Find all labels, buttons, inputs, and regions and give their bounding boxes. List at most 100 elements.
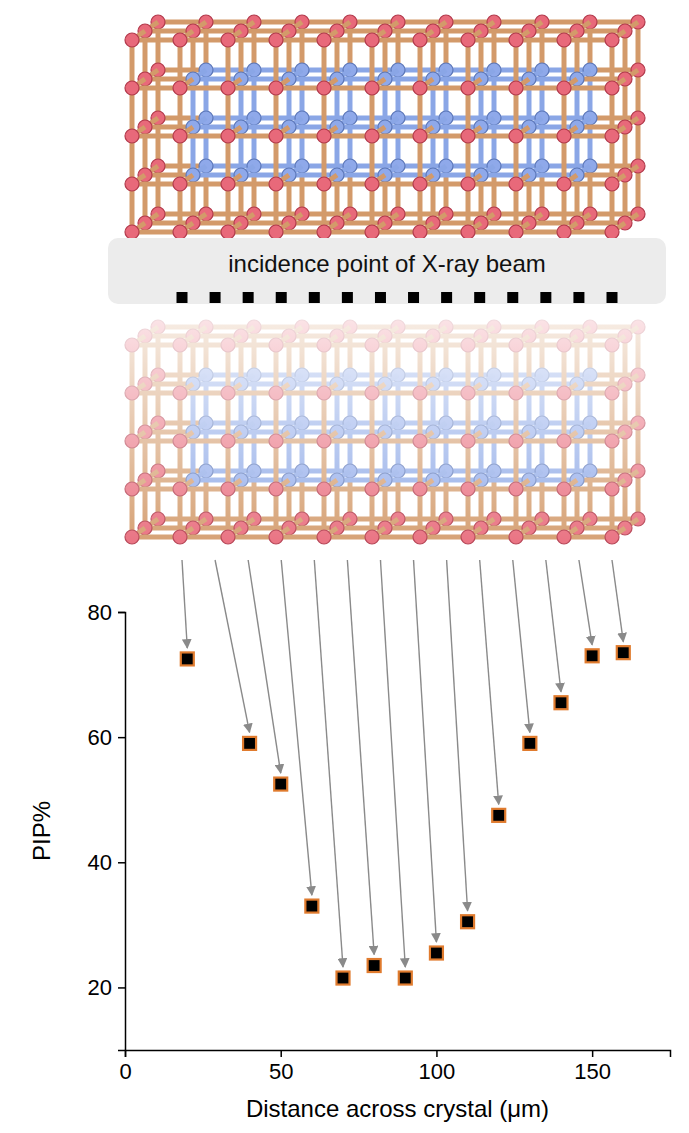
lattice-atom [221, 81, 235, 95]
arrow [347, 560, 374, 955]
lattice-atom [461, 129, 475, 143]
beam-point [573, 292, 584, 303]
figure: incidence point of X-ray beam20406080050… [0, 0, 689, 1133]
lattice-atom [413, 177, 427, 191]
tick-label: 60 [88, 725, 112, 750]
tick-mark [118, 612, 125, 614]
point [617, 646, 630, 659]
lattice-atom [461, 225, 475, 239]
lattice-atom [269, 33, 283, 47]
lattice-atom [317, 33, 331, 47]
tick: 20 [88, 975, 125, 1000]
beam-point [210, 292, 221, 303]
beam-points [177, 292, 618, 303]
beam-point [375, 292, 386, 303]
arrow [380, 560, 405, 967]
lattice-atom [221, 33, 235, 47]
beam-point [177, 292, 188, 303]
point [523, 737, 536, 750]
point [181, 652, 194, 665]
tick-mark [118, 987, 125, 989]
lattice-atom [413, 33, 427, 47]
axis-line [126, 1051, 671, 1058]
tick-label: 0 [119, 1059, 131, 1084]
arrows [182, 560, 623, 967]
point [368, 959, 381, 972]
lattice-atom [557, 81, 571, 95]
beam-point [276, 292, 287, 303]
lattice-atom [365, 81, 379, 95]
tick: 40 [88, 850, 125, 875]
lattice-atom [221, 225, 235, 239]
lattice-atom [173, 225, 187, 239]
point [274, 778, 287, 791]
tick: 0 [119, 1050, 131, 1084]
beam-point [474, 292, 485, 303]
lattice-atom [221, 129, 235, 143]
point [586, 649, 599, 662]
arrow [414, 560, 437, 942]
lattice-atom [269, 177, 283, 191]
annotation: incidence point of X-ray beam [228, 250, 546, 277]
arrow [612, 560, 623, 642]
beam-point [408, 292, 419, 303]
lattice-atom [317, 177, 331, 191]
tick-label: 20 [88, 975, 112, 1000]
lattice-atom [269, 81, 283, 95]
lattice-atom [557, 177, 571, 191]
tick-label: 40 [88, 850, 112, 875]
tick-label: 150 [574, 1059, 611, 1084]
annotation-band [108, 238, 666, 304]
lattice-atom [509, 225, 523, 239]
lattice-atom [125, 33, 139, 47]
lattice-atom [461, 81, 475, 95]
lattice-atom [605, 177, 619, 191]
lattice-atom [557, 33, 571, 47]
beam-point [243, 292, 254, 303]
beam-point [342, 292, 353, 303]
lattice-atom [605, 81, 619, 95]
lattice-atom [461, 177, 475, 191]
lattice-top [125, 15, 645, 239]
lattice-atom [269, 129, 283, 143]
beam-point [441, 292, 452, 303]
points [181, 646, 630, 984]
lattice-atom [173, 129, 187, 143]
lattice-atom [173, 81, 187, 95]
lattice-atom [269, 225, 283, 239]
tick-mark [118, 862, 125, 864]
tick: 50 [269, 1050, 293, 1084]
tick-mark [436, 1050, 438, 1057]
lattice-atom [605, 225, 619, 239]
axis-line [118, 613, 126, 1051]
lattice-atom [125, 81, 139, 95]
arrow [546, 560, 561, 692]
point [461, 915, 474, 928]
tick-mark [125, 1050, 127, 1057]
tick-mark [592, 1050, 594, 1057]
tick: 100 [419, 1050, 456, 1084]
arrow [513, 560, 530, 732]
lattice-atom [413, 225, 427, 239]
lattice-atom [509, 33, 523, 47]
fade-overlay [100, 300, 689, 550]
lattice-atom [557, 225, 571, 239]
lattice-atom [413, 81, 427, 95]
arrow [281, 560, 312, 895]
arrow [480, 560, 499, 804]
arrow [579, 560, 592, 645]
tick-label: 100 [419, 1059, 456, 1084]
lattice-atom [509, 81, 523, 95]
lattice-atom [557, 129, 571, 143]
lattice-atom [125, 129, 139, 143]
beam-point [309, 292, 320, 303]
lattice-atom [605, 33, 619, 47]
x-axis: 0 50 100 150 [119, 1050, 670, 1084]
lattice-atom [173, 177, 187, 191]
beam-point [507, 292, 518, 303]
lattice-atom [365, 33, 379, 47]
lattice-atom [365, 177, 379, 191]
lattice-atom [173, 33, 187, 47]
point [399, 972, 412, 985]
x-axis-title: Distance across crystal (μm) [246, 1095, 549, 1122]
